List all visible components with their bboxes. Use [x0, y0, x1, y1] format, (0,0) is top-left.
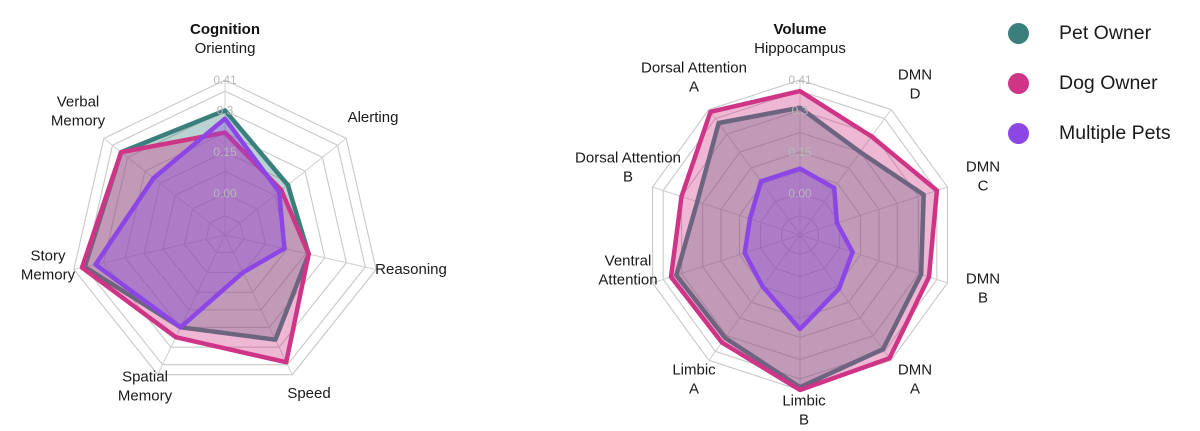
- radial-tick-label: 0.3: [792, 103, 809, 117]
- axis-label-speed: Speed: [287, 385, 330, 402]
- axis-label-limbic-b: Limbic B: [782, 393, 826, 429]
- axis-spoke: [157, 234, 226, 375]
- axis-spoke: [224, 234, 293, 375]
- axis-spoke: [224, 234, 377, 270]
- legend-item-multiple-pets: Multiple Pets: [1008, 108, 1171, 158]
- axis-spoke: [224, 137, 347, 236]
- grid-ring: [162, 170, 288, 293]
- axis-labels: Hippocampus DMN D DMN C DMN B DMN A Limbic B Limbic…: [575, 40, 1000, 429]
- axis-label-dorsal-attention-b: Dorsal Attention B: [575, 150, 681, 186]
- legend-label: Pet Owner: [1059, 21, 1152, 44]
- axis-spoke: [652, 186, 801, 236]
- radar-series: [668, 88, 940, 393]
- radar-grid: [652, 79, 948, 391]
- radial-tick-label: 0.00: [213, 186, 237, 200]
- volume-radar-chart: 0.00 0.15 0.3 0.41 Volume Hippocampus DMN D DMN C…: [575, 21, 1000, 429]
- axis-label-dorsal-attention-a: Dorsal Attention A: [641, 60, 747, 96]
- series-polygon-dog-owner: [668, 88, 940, 393]
- legend-swatch-multiple-pets: [1008, 122, 1029, 144]
- grid-ring: [183, 192, 267, 273]
- radial-tick-label: 0.15: [788, 145, 812, 159]
- chart-title: Volume: [773, 21, 826, 38]
- axis-label-hippocampus: Hippocampus: [754, 40, 846, 57]
- axis-label-limbic-a: Limbic A: [672, 362, 716, 398]
- axis-label-dmn-a: DMN A: [898, 362, 932, 398]
- grid-ring: [205, 215, 245, 254]
- axis-label-alerting: Alerting: [348, 109, 399, 126]
- legend-item-pet-owner: Pet Owner: [1008, 8, 1171, 58]
- series-polygon-pet-owner: [674, 105, 926, 390]
- axis-spoke: [799, 109, 892, 236]
- grid-ring: [84, 90, 366, 366]
- legend-label: Dog Owner: [1059, 71, 1158, 94]
- axis-label-verbal-memory: Verbal Memory: [51, 94, 106, 130]
- grid-ring: [124, 131, 326, 328]
- radial-tick-label: 0.3: [217, 103, 234, 117]
- series-polygon-multiple-pets: [742, 166, 855, 332]
- radial-tick-label: 0.00: [788, 186, 812, 200]
- axis-label-story-memory: Story Memory: [21, 248, 76, 284]
- axis-label-ventral-attention: Ventral Attention: [598, 253, 657, 289]
- axis-label-dmn-c: DMN C: [966, 159, 1000, 195]
- chart-title: Cognition: [190, 21, 260, 38]
- cognition-radar-chart: 0.00 0.15 0.3 0.41 Cognition Orienting Alertin…: [21, 21, 447, 405]
- axis-label-orienting: Orienting: [195, 40, 256, 57]
- legend-item-dog-owner: Dog Owner: [1008, 58, 1171, 108]
- axis-spoke: [708, 109, 801, 236]
- legend-swatch-pet-owner: [1008, 22, 1029, 44]
- grid-ring: [73, 79, 377, 376]
- radial-tick-label: 0.15: [213, 145, 237, 159]
- radial-tick-labels: 0.00 0.15 0.3 0.41: [788, 73, 812, 200]
- axis-spoke: [103, 137, 226, 236]
- legend: Pet Owner Dog Owner Multiple Pets: [1008, 8, 1171, 158]
- series-polygon-dog-owner: [79, 130, 311, 365]
- axis-label-dmn-b: DMN B: [966, 271, 1000, 307]
- radial-tick-label: 0.41: [788, 73, 812, 87]
- series-polygon-multiple-pets: [93, 116, 287, 330]
- radial-tick-labels: 0.00 0.15 0.3 0.41: [213, 73, 237, 200]
- legend-label: Multiple Pets: [1059, 121, 1171, 144]
- axis-labels: Orienting Alerting Reasoning Speed Spatial Me…: [21, 40, 447, 405]
- axis-label-dmn-d: DMN D: [898, 67, 932, 103]
- axis-label-spatial-memory: Spatial Memory: [118, 369, 173, 405]
- axis-spoke: [799, 234, 892, 361]
- radial-tick-label: 0.41: [213, 73, 237, 87]
- legend-swatch-dog-owner: [1008, 72, 1029, 94]
- radar-series: [79, 108, 311, 365]
- axis-spoke: [73, 234, 226, 270]
- axis-label-reasoning: Reasoning: [375, 261, 447, 278]
